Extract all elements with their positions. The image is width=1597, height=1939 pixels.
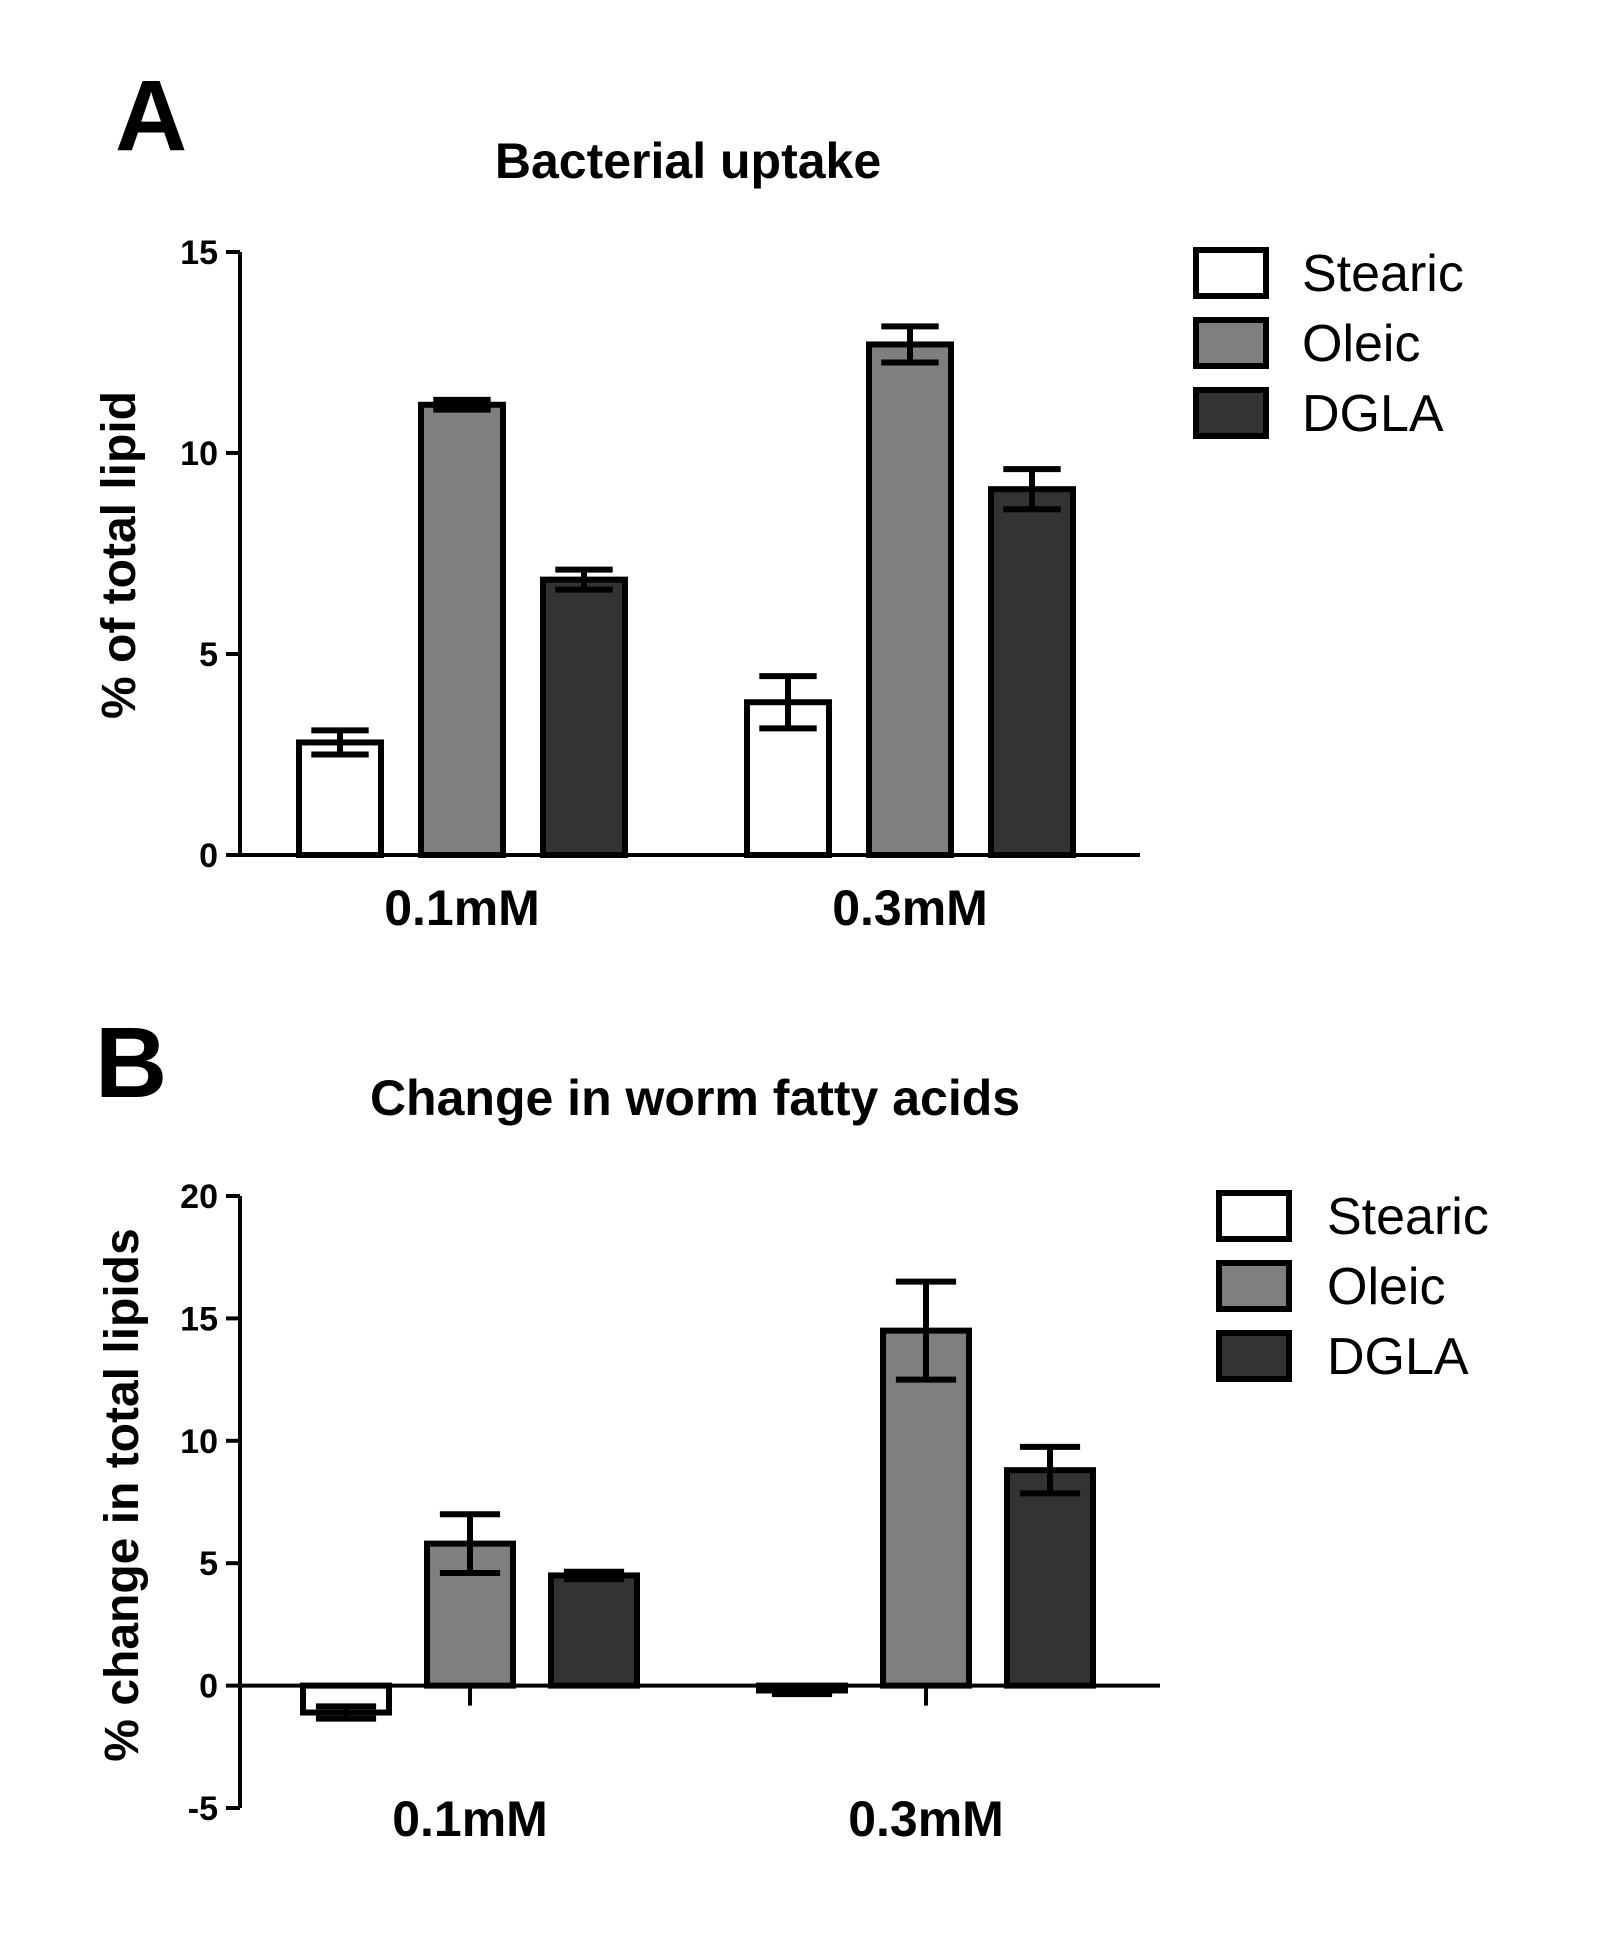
legend-swatch <box>1193 387 1269 439</box>
error-bar-stearic-1 <box>771 1683 833 1698</box>
bar-oleic-1 <box>866 341 954 858</box>
legend-label: DGLA <box>1327 1328 1469 1386</box>
legend-swatch <box>1216 1330 1292 1382</box>
legend-item-dgla: DGLA <box>1193 385 1444 443</box>
x-tick-label: 0.1mM <box>384 880 540 936</box>
bar-dgla-0 <box>548 1572 640 1689</box>
legend-label: Oleic <box>1327 1258 1445 1316</box>
legend-label: DGLA <box>1302 385 1444 443</box>
legend: Stearic Oleic DGLA <box>1193 245 1464 443</box>
bars <box>300 1278 1096 1722</box>
bars <box>296 323 1076 858</box>
y-tick-label: 5 <box>199 1545 218 1583</box>
axes: -5 0 5 10 15 20 0.1mM 0.3mM <box>180 1178 1160 1847</box>
panel-letter: B <box>95 1007 167 1119</box>
legend-swatch <box>1193 317 1269 369</box>
error-bar-dgla-1 <box>1003 466 1061 513</box>
error-bar-oleic-1 <box>895 1278 957 1383</box>
bar-dgla-0 <box>540 576 628 858</box>
bar-dgla-1 <box>1004 1467 1096 1689</box>
legend-item-stearic: Stearic <box>1216 1188 1489 1246</box>
y-tick-label: 20 <box>180 1178 218 1216</box>
legend-swatch <box>1216 1190 1292 1242</box>
chart-title: Bacterial uptake <box>495 133 881 189</box>
error-bar-dgla-1 <box>1019 1443 1081 1497</box>
legend-item-dgla: DGLA <box>1216 1328 1469 1386</box>
y-tick-label: 15 <box>180 234 218 272</box>
legend-label: Stearic <box>1327 1188 1489 1246</box>
legend-item-oleic: Oleic <box>1216 1258 1445 1316</box>
legend-swatch <box>1193 247 1269 299</box>
error-bar-oleic-1 <box>881 323 939 366</box>
y-axis-label: % of total lipid <box>93 391 146 719</box>
panel-letter: A <box>115 60 187 172</box>
legend-label: Oleic <box>1302 315 1420 373</box>
y-tick-label: 15 <box>180 1300 218 1338</box>
error-bar-stearic-1 <box>759 673 817 732</box>
chart-title: Change in worm fatty acids <box>370 1070 1020 1126</box>
y-tick-label: 0 <box>199 837 218 875</box>
legend-item-stearic: Stearic <box>1193 245 1464 303</box>
legend-item-oleic: Oleic <box>1193 315 1420 373</box>
chart-panel-b: B Change in worm fatty acids % change in… <box>95 1007 1489 1847</box>
error-bar-oleic-0 <box>433 396 491 413</box>
bar-oleic-1 <box>880 1327 972 1689</box>
bar-oleic-0 <box>418 401 506 858</box>
error-bar-dgla-0 <box>563 1568 625 1583</box>
y-tick-label: 5 <box>199 636 218 674</box>
legend-label: Stearic <box>1302 245 1464 303</box>
chart-panel-a: A Bacterial uptake % of total lipid 0 5 10… <box>93 60 1464 936</box>
y-axis-label: % change in total lipids <box>96 1228 149 1761</box>
legend: Stearic Oleic DGLA <box>1216 1188 1489 1386</box>
y-tick-label: -5 <box>188 1790 218 1828</box>
x-tick-label: 0.3mM <box>832 880 988 936</box>
x-tick-label: 0.3mM <box>848 1791 1004 1847</box>
y-tick-label: 10 <box>180 1423 218 1461</box>
bar-stearic-0 <box>296 739 384 858</box>
error-bar-oleic-0 <box>439 1511 501 1576</box>
error-bar-stearic-0 <box>315 1703 377 1722</box>
y-tick-label: 0 <box>199 1668 218 1706</box>
x-tick-label: 0.1mM <box>392 1791 548 1847</box>
legend-swatch <box>1216 1260 1292 1312</box>
bar-dgla-1 <box>988 486 1076 858</box>
error-bar-dgla-0 <box>555 566 613 593</box>
error-bar-stearic-0 <box>311 727 369 758</box>
y-tick-label: 10 <box>180 435 218 473</box>
axes: 0 5 10 15 0.1mM 0.3mM <box>180 234 1140 936</box>
